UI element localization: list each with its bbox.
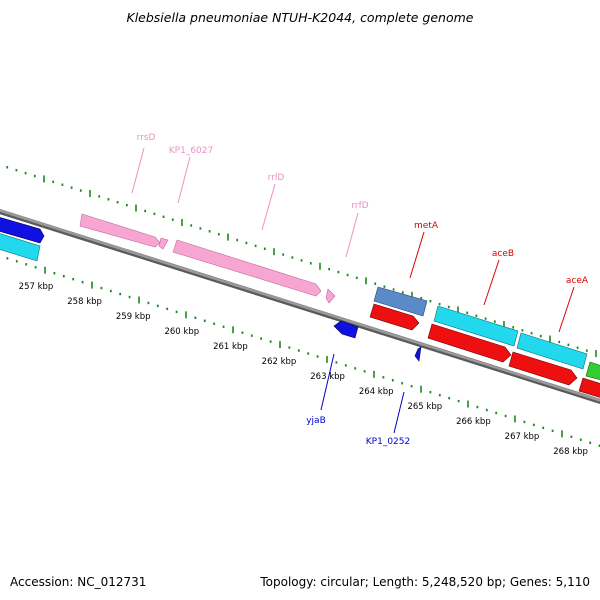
cds-cyan-left[interactable] [0, 232, 41, 262]
cds-yjaB[interactable] [333, 320, 359, 339]
tick-label: 259 kbp [116, 312, 151, 322]
rrna-rrsD[interactable] [79, 213, 161, 248]
label-rrlD: rrlD [268, 173, 285, 183]
cds-aceB[interactable] [433, 305, 519, 347]
axis-tick-labels: 257 kbp 258 kbp 259 kbp 260 kbp 261 kbp 262 k… [19, 282, 588, 457]
gene-labels: rrsD KP1_6027 rrlD rrfD metA aceB aceA y… [137, 133, 589, 447]
tick-label: 264 kbp [359, 387, 394, 397]
label-yjaB: yjaB [306, 416, 326, 426]
cds-green-right[interactable] [585, 361, 600, 381]
label-rrsD: rrsD [137, 133, 156, 143]
rrna-rrfD[interactable] [325, 288, 336, 304]
tick-label: 267 kbp [505, 432, 540, 442]
outer-tick-ring [6, 166, 597, 358]
rrna-rrlD[interactable] [172, 239, 322, 297]
tick-label: 263 kbp [310, 372, 345, 382]
feature-track [0, 213, 600, 399]
tick-label: 266 kbp [456, 417, 491, 427]
cds-red-4[interactable] [578, 377, 600, 399]
cds-aceA[interactable] [516, 332, 588, 370]
label-leaders [131, 147, 575, 434]
genome-backbone [0, 208, 600, 405]
genome-title: Klebsiella pneumoniae NTUH-K2044, comple… [127, 10, 474, 25]
tick-label: 257 kbp [19, 282, 54, 292]
accession-text: Accession: NC_012731 [10, 575, 146, 589]
tick-label: 262 kbp [262, 357, 297, 367]
cds-metA[interactable] [373, 286, 428, 317]
label-aceB: aceB [492, 249, 514, 259]
tick-label: 265 kbp [407, 402, 442, 412]
tick-label: 258 kbp [67, 297, 102, 307]
label-metA: metA [414, 221, 439, 231]
cds-red-2[interactable] [427, 323, 512, 363]
cds-KP1_0252[interactable] [414, 346, 422, 362]
label-KP1_6027: KP1_6027 [169, 146, 213, 156]
tick-label: 260 kbp [164, 327, 199, 337]
tick-label: 268 kbp [553, 447, 588, 457]
cds-red-1[interactable] [369, 303, 420, 331]
tick-label: 261 kbp [213, 342, 248, 352]
label-KP1_0252: KP1_0252 [366, 437, 410, 447]
cds-red-3[interactable] [508, 351, 578, 386]
label-rrfD: rrfD [351, 201, 368, 211]
genome-summary-text: Topology: circular; Length: 5,248,520 bp… [259, 575, 590, 589]
inner-tick-ring [6, 257, 600, 447]
cds-blue-left[interactable] [0, 216, 45, 244]
rrna-KP1_6027[interactable] [158, 237, 169, 250]
label-aceA: aceA [566, 276, 589, 286]
